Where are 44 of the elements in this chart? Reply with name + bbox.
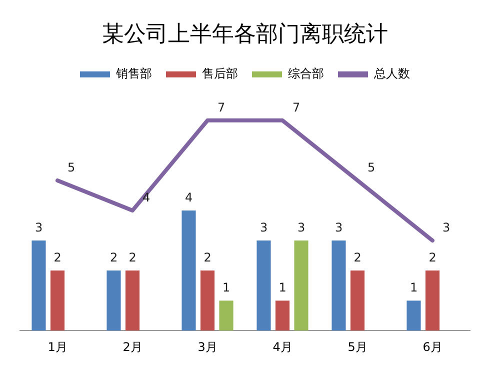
x-tick-label: 2月	[122, 340, 142, 354]
data-label: 3	[297, 220, 306, 235]
data-label: 2	[110, 250, 118, 265]
data-label: 1	[278, 280, 286, 295]
data-label: 3	[442, 220, 450, 235]
bar	[332, 240, 346, 331]
bar	[106, 270, 121, 331]
data-label: 2	[204, 250, 212, 265]
chart-title: 某公司上半年各部门离职统计	[102, 22, 388, 47]
x-tick-label: 1月	[48, 340, 68, 354]
bar	[275, 300, 290, 331]
legend-label: 综合部	[288, 66, 324, 81]
bar	[425, 270, 440, 331]
data-label: 3	[334, 220, 343, 235]
data-label: 1	[222, 280, 230, 295]
bar	[182, 210, 196, 331]
data-label: 1	[410, 280, 418, 295]
data-label: 3	[34, 220, 43, 235]
data-label: 5	[368, 160, 376, 175]
legend-label: 销售部	[115, 66, 152, 81]
bar	[200, 270, 215, 331]
data-label: 4	[184, 190, 193, 205]
data-label: 2	[54, 250, 62, 265]
data-label: 2	[428, 250, 436, 265]
bar	[125, 270, 140, 331]
data-label: 2	[128, 250, 136, 265]
bar	[219, 300, 234, 331]
x-tick-label: 3月	[198, 340, 218, 354]
data-label: 7	[218, 100, 226, 115]
legend-label: 售后部	[202, 66, 238, 81]
x-tick-label: 5月	[348, 340, 368, 354]
x-tick-label: 4月	[272, 340, 292, 354]
bar	[294, 240, 308, 331]
legend-label: 总人数	[373, 66, 410, 81]
bar	[406, 300, 421, 331]
bar	[50, 270, 65, 331]
data-label: 5	[68, 160, 76, 175]
bar	[256, 240, 271, 331]
x-tick-label: 6月	[422, 340, 442, 354]
bar	[32, 240, 46, 331]
data-label: 2	[354, 250, 362, 265]
data-label: 3	[260, 220, 268, 235]
data-label: 7	[292, 100, 300, 115]
bar	[350, 270, 365, 331]
